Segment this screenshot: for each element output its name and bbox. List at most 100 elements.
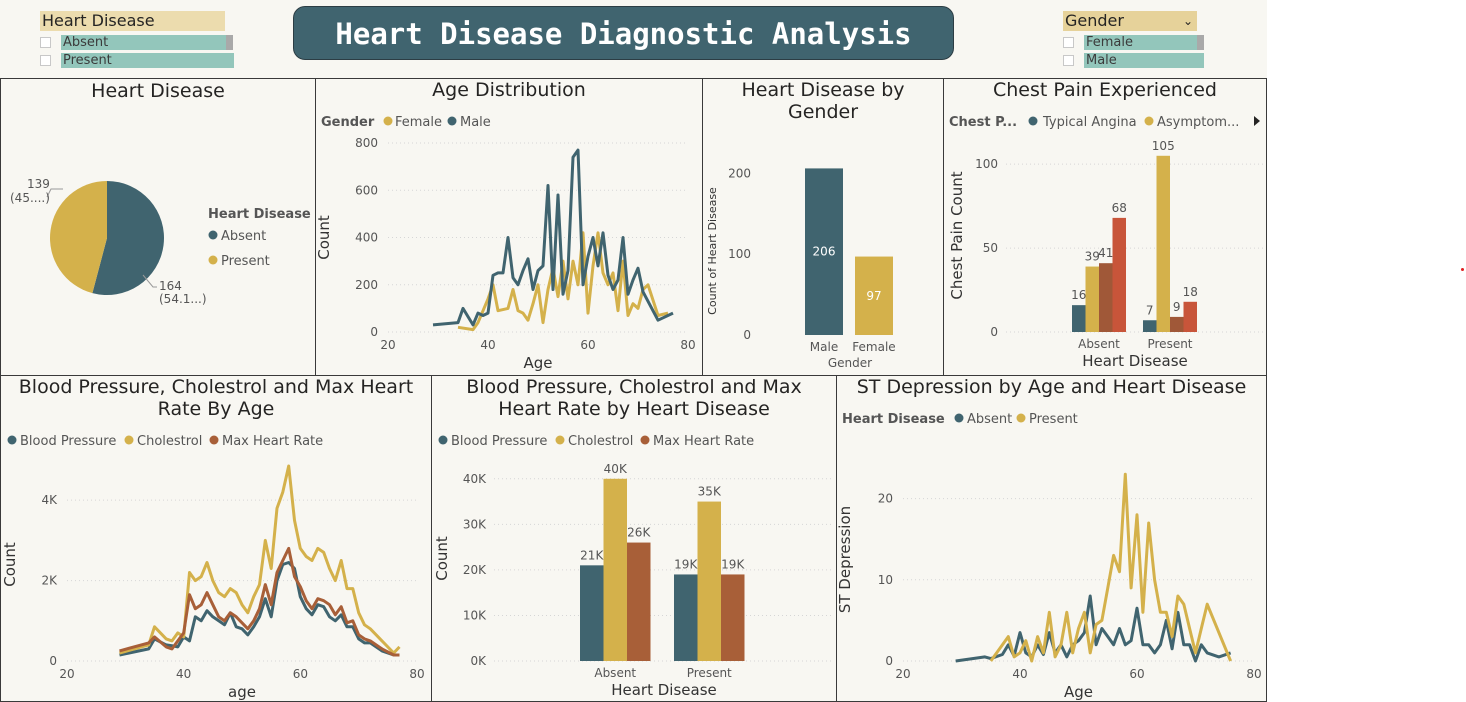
legend-item[interactable]: Cholestrol [137,434,202,449]
y-tick-label: 2K [41,574,58,588]
data-label: 16 [1071,288,1086,302]
series-line-cholestrol [119,464,401,655]
legend-item[interactable]: Present [221,254,270,269]
data-label: 39 [1085,250,1100,264]
x-tick-label: Present [1147,337,1192,351]
bar [603,478,627,661]
legend-scroll-right-icon[interactable] [1254,116,1260,126]
y-tick-label: 30K [463,517,487,531]
data-label: (45....) [10,191,50,205]
x-tick-label: 80 [409,667,424,681]
x-tick-label: 40 [176,667,191,681]
gender-bar-chart: 0 100 200 206 Male 97 Female Gender Count of Hea… [706,166,896,370]
data-label: 35K [698,485,722,499]
x-axis-title: Gender [828,356,872,370]
pie-chart: 139 (45....) 164 (54.1...) Heart Disease… [10,177,311,306]
panel-title: Chest Pain Experienced [992,79,1217,101]
pie-slice-absent[interactable] [92,181,165,295]
panel-title: Blood Pressure, Cholestrol and Max Heart… [18,376,414,420]
bar [674,574,698,661]
y-axis-title: Count [433,536,451,581]
legend-item[interactable]: Max Heart Rate [222,434,323,449]
checkbox[interactable] [40,37,51,48]
legend-item[interactable]: Blood Pressure [451,434,547,449]
x-tick-label: 20 [59,667,74,681]
data-label: 19K [721,557,745,571]
legend-item[interactable]: Cholestrol [568,434,633,449]
checkbox[interactable] [40,55,51,66]
legend-marker [124,435,134,445]
x-axis-title: Heart Disease [1082,352,1188,370]
y-axis-title: Count [1,542,19,587]
data-label: 68 [1112,201,1127,215]
legend-item[interactable]: Typical Angina [1042,115,1137,130]
y-tick-label: 20 [878,492,893,506]
bar [1156,155,1170,332]
series-line-present [989,472,1232,663]
x-tick-label: Male [810,340,838,354]
y-tick-label: 50 [983,241,998,255]
x-axis-title: Age [523,354,552,372]
slicer-item-female[interactable]: Female [1063,35,1208,51]
y-tick-label: 100 [728,247,751,261]
series-line-female [457,231,669,332]
legend-marker [1028,116,1038,126]
pie-slice-present[interactable] [50,181,107,294]
checkbox[interactable] [1063,55,1074,66]
legend-item[interactable]: Female [395,115,442,130]
legend-item[interactable]: Absent [221,229,266,244]
x-tick-label: 60 [293,667,308,681]
legend-item[interactable]: Asymptom... [1157,115,1239,130]
slicer-item-absent[interactable]: Absent [40,35,235,51]
x-tick-label: 60 [580,338,595,352]
bar-male [805,168,843,335]
st-depression-panel: ST Depression by Age and Heart Disease H… [836,375,1267,702]
checkbox[interactable] [1063,37,1074,48]
data-label: 40K [604,462,628,476]
legend-item[interactable]: Max Heart Rate [653,434,754,449]
legend-item[interactable]: Present [1029,412,1078,427]
legend-title: Chest P... [949,115,1017,130]
bar [721,574,745,661]
slicer-item-male[interactable]: Male [1063,53,1208,69]
leader-line [142,274,157,288]
legend-title: Heart Disease [208,207,311,222]
y-tick-label: 0K [470,654,487,668]
heart-disease-slicer-header[interactable]: Heart Disease [40,11,225,31]
data-label: 164 [159,279,182,293]
bar [580,565,604,661]
legend-marker [447,116,457,126]
legend-item[interactable]: Blood Pressure [20,434,116,449]
panel-title: Heart Disease by Gender [741,79,905,123]
y-tick-label: 400 [355,231,378,245]
bar [1170,316,1184,332]
leader-line [46,188,63,198]
series-line-male [432,148,674,327]
gender-slicer-header[interactable]: Gender ⌄ [1063,11,1197,31]
x-tick-label: Absent [1078,337,1120,351]
x-tick-label: 40 [1012,667,1027,681]
slicer-item-label: Present [61,53,234,68]
x-tick-label: 60 [1129,667,1144,681]
legend-marker [1016,413,1026,423]
y-tick-label: 20K [463,563,487,577]
legend-marker [383,116,393,126]
slicer-scrollbar[interactable] [226,35,233,50]
plot-area: 0 100 200 206 Male 97 Female Gender Count of Hea… [706,166,896,370]
data-label: 26K [627,526,651,540]
x-tick-label: 80 [680,338,695,352]
bar [1143,320,1157,332]
heart-disease-by-gender-panel: Heart Disease by Gender 0 100 200 206 Male 97… [702,78,944,376]
chevron-down-icon[interactable]: ⌄ [1182,14,1193,28]
panel-title: Age Distribution [432,79,586,101]
legend-item[interactable]: Male [460,115,491,130]
bar [1072,305,1086,332]
bar [1085,266,1099,332]
plot-area: 0 10 20 20 40 60 80 Age ST Depression [837,472,1262,701]
y-tick-label: 0 [990,325,998,339]
slicer-scrollbar[interactable] [1197,35,1204,50]
bar [697,501,721,661]
slicer-item-present[interactable]: Present [40,53,235,69]
legend-item[interactable]: Absent [967,412,1012,427]
bp-chol-hr-by-heart-disease-panel: Blood Pressure, Cholestrol and Max Heart… [431,375,837,702]
